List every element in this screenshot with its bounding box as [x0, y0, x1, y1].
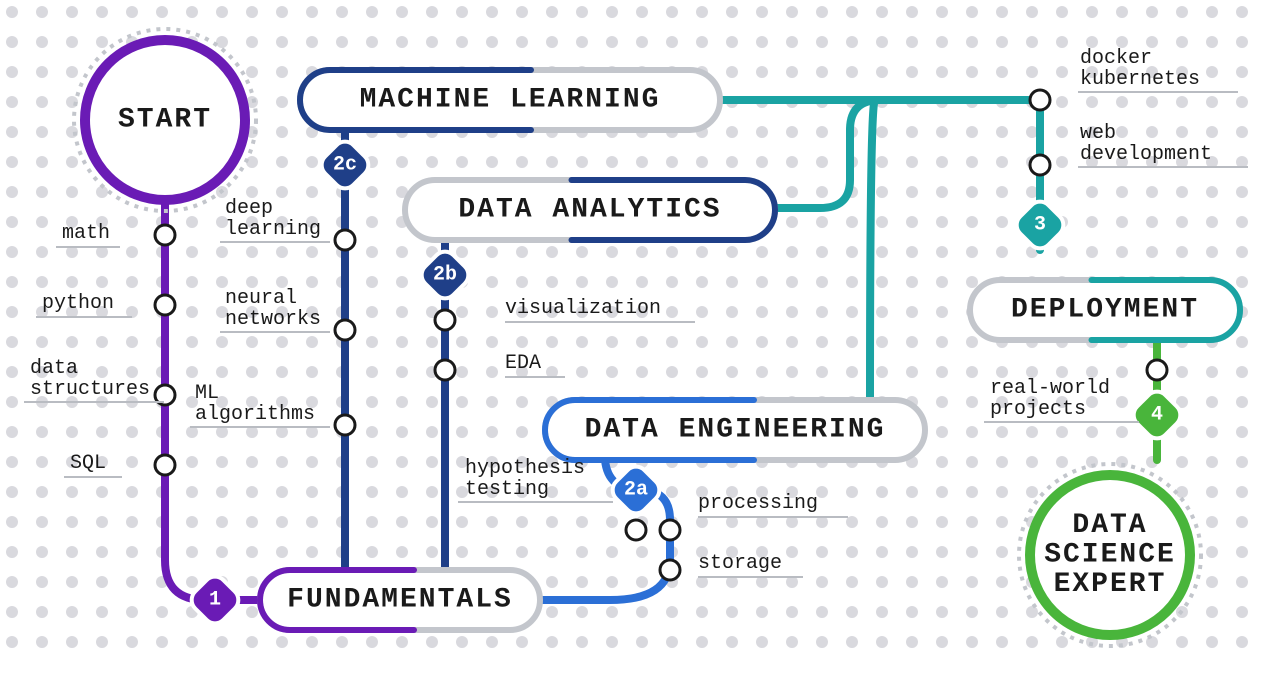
badge-2c: 2c [317, 137, 374, 194]
skill-dot [660, 560, 680, 580]
node-label: MACHINE LEARNING [360, 85, 661, 116]
skill-dot [1147, 360, 1167, 380]
skill-label: EDA [505, 352, 541, 375]
node-label: DATA ENGINEERING [585, 415, 886, 446]
skill-label: neural [225, 287, 297, 310]
skill-dot [335, 320, 355, 340]
node-start: START [74, 29, 256, 211]
skill-label: real-world [990, 377, 1110, 400]
path-engineering_to_teal [870, 100, 875, 400]
node-label: SCIENCE [1044, 540, 1176, 571]
skill-label: testing [465, 478, 549, 501]
skill-label: development [1080, 143, 1212, 166]
badge-label: 1 [209, 589, 221, 612]
node-label: FUNDAMENTALS [287, 585, 513, 616]
node-data_analytics: DATA ANALYTICS [405, 180, 775, 240]
roadmap-diagram: START FUNDAMENTALS MACHINE LEARNING DATA AN… [0, 0, 1280, 684]
badge-label: 2c [333, 154, 357, 177]
skill-label: learning [225, 218, 321, 241]
skill-label: projects [990, 398, 1086, 421]
skill-label: visualization [505, 297, 661, 320]
skill-label: data [30, 357, 78, 380]
skill-label: ML [195, 382, 219, 405]
node-deployment: DEPLOYMENT [970, 280, 1240, 340]
skill-label: structures [30, 378, 150, 401]
badge-label: 3 [1034, 214, 1046, 237]
skill-label: SQL [70, 452, 106, 475]
node-fundamentals: FUNDAMENTALS [260, 570, 540, 630]
badge-2a: 2a [608, 462, 665, 519]
skill-dot [435, 360, 455, 380]
skill-dot [1030, 155, 1050, 175]
node-expert: DATASCIENCEEXPERT [1019, 464, 1201, 646]
skill-dot [335, 230, 355, 250]
skill-dot [1030, 90, 1050, 110]
skills-engineering: processing storage [660, 492, 848, 580]
skill-dot [660, 520, 680, 540]
node-label: START [118, 105, 212, 136]
skill-label: networks [225, 308, 321, 331]
skill-dot [335, 415, 355, 435]
node-label: DATA [1072, 510, 1147, 541]
node-machine_learning: MACHINE LEARNING [300, 70, 720, 130]
skill-label: storage [698, 552, 782, 575]
skill-label: deep [225, 197, 273, 220]
skill-label: docker [1080, 47, 1152, 70]
skill-dot [155, 225, 175, 245]
skill-dot [435, 310, 455, 330]
skills-fundamentals: math python datastructures SQL [24, 222, 175, 477]
skill-label: hypothesis [465, 457, 585, 480]
node-data_engineering: DATA ENGINEERING [545, 400, 925, 460]
badge-label: 4 [1151, 404, 1163, 427]
skill-label: kubernetes [1080, 68, 1200, 91]
badge-label: 2a [624, 479, 648, 502]
node-label: DEPLOYMENT [1011, 295, 1199, 326]
badge-3: 3 [1012, 197, 1069, 254]
skill-label: math [62, 222, 110, 245]
skill-label: web [1080, 122, 1116, 145]
node-label: EXPERT [1054, 569, 1167, 600]
skill-dot [155, 295, 175, 315]
skill-label: algorithms [195, 403, 315, 426]
skill-label: processing [698, 492, 818, 515]
node-label: DATA ANALYTICS [458, 195, 721, 226]
skill-dot [155, 455, 175, 475]
skill-label: python [42, 292, 114, 315]
skills-ml: deeplearning neuralnetworks MLalgorithms [190, 197, 355, 435]
badge-label: 2b [433, 264, 457, 287]
skill-dot [626, 520, 646, 540]
